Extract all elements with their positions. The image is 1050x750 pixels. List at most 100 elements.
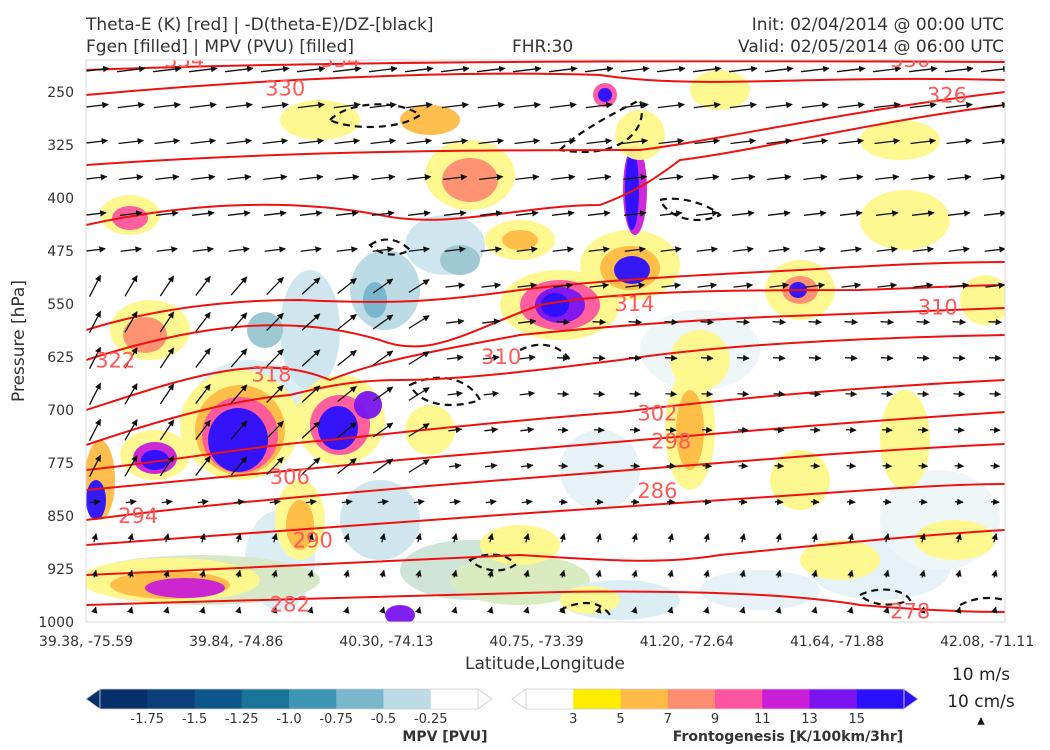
- wind-arrow: [481, 282, 502, 289]
- wind-arrow: [297, 65, 326, 73]
- frontogenesis-region: [541, 293, 569, 317]
- wind-arrow: [731, 210, 755, 217]
- mpv-colorbar-title: MPV [PVU]: [402, 729, 487, 745]
- wind-arrow: [483, 390, 499, 398]
- colorbar-segment: [241, 689, 290, 709]
- wind-arrow: [225, 101, 253, 109]
- wind-arrow: [518, 354, 536, 361]
- wind-arrow: [876, 246, 898, 253]
- wind-arrow: [235, 533, 242, 543]
- wind-arrow: [343, 606, 350, 614]
- colorbar-tick-label: -1.25: [225, 712, 259, 727]
- wind-arrow: [335, 210, 359, 217]
- wind-arrow: [549, 65, 578, 73]
- wind-arrow: [415, 533, 422, 543]
- wind-arrow: [952, 318, 967, 326]
- wind-arrow: [197, 498, 209, 506]
- wind-arrow: [515, 174, 540, 181]
- wind-arrow: [408, 387, 430, 401]
- wind-arrow: [195, 347, 211, 368]
- x-tick-label: 42.08, -71.11: [940, 634, 1034, 650]
- wind-arrow: [441, 101, 469, 109]
- colorbar-tick-label: -0.75: [319, 712, 353, 727]
- wind-arrow: [485, 498, 497, 506]
- wind-arrow: [190, 137, 217, 145]
- wind-arrow: [264, 246, 286, 253]
- theta-e-label: 290: [293, 529, 333, 553]
- wind-arrow: [696, 246, 718, 253]
- mpv-colorbar: -1.75 -1.5 -1.25 -1.0 -0.75 -0.5 -0.25: [85, 688, 493, 727]
- frontogenesis-region: [915, 520, 995, 560]
- wind-arrow: [227, 210, 251, 217]
- y-tick-label: 475: [47, 244, 74, 260]
- wind-arrow: [518, 318, 537, 325]
- wind-arrow: [523, 569, 530, 578]
- colorbar-segment: [336, 689, 384, 709]
- wind-arrow: [552, 246, 574, 253]
- wind-arrow: [955, 569, 962, 578]
- theta-e-line: [86, 307, 1005, 411]
- wind-arrow: [191, 210, 215, 217]
- wind-arrow: [873, 65, 902, 73]
- frontogenesis-colorbar: 3 5 7 9 11 13 15: [511, 688, 919, 727]
- wind-arrow: [343, 533, 350, 543]
- x-axis-label: Latitude,Longitude: [465, 654, 625, 674]
- wind-arrow: [333, 101, 361, 109]
- wind-arrow: [809, 390, 822, 398]
- y-tick-label: 550: [47, 297, 74, 313]
- dtheta-dz-line: [468, 553, 517, 572]
- wind-arrow: [407, 174, 432, 181]
- wind-arrow: [883, 606, 890, 614]
- wind-arrow: [983, 210, 1005, 217]
- wind-arrow: [124, 419, 138, 441]
- wind-arrow: [587, 174, 612, 181]
- colorbar-tick-label: 9: [711, 712, 719, 727]
- y-tick-label: 250: [47, 85, 74, 101]
- wind-arrow: [487, 606, 494, 614]
- wind-arrow: [192, 246, 214, 253]
- wind-arrow: [513, 101, 541, 109]
- dtheta-dz-line: [959, 596, 1005, 606]
- wind-arrow: [739, 533, 746, 543]
- theta-e-line: [86, 411, 1005, 491]
- wind-arrow: [801, 65, 830, 73]
- wind-arrow: [695, 174, 720, 181]
- wind-arrow: [732, 246, 754, 253]
- wind-arrow: [847, 533, 854, 543]
- theta-e-label: 318: [251, 363, 291, 387]
- wind-arrow: [737, 390, 750, 398]
- wind-arrow: [117, 65, 146, 73]
- x-axis-ticks: 39.38, -75.59 39.84, -74.86 40.30, -74.13 4…: [39, 634, 1034, 650]
- wind-arrow: [155, 174, 180, 181]
- wind-arrow: [159, 275, 175, 297]
- mpv-region: [560, 430, 640, 510]
- wind-arrow: [657, 101, 685, 109]
- wind-arrow: [665, 390, 678, 398]
- wind-arrow: [195, 455, 211, 476]
- wind-vectors: [86, 65, 1005, 614]
- wind-arrow: [307, 606, 314, 614]
- frontogenesis-region: [400, 105, 460, 135]
- wind-arrow: [405, 101, 433, 109]
- wind-arrow: [912, 246, 934, 253]
- wind-arrow: [521, 462, 534, 470]
- frontogenesis-region: [880, 390, 930, 490]
- wind-arrow: [947, 210, 971, 217]
- wind-arrow: [371, 210, 395, 217]
- wind-arrow: [953, 390, 966, 398]
- y-tick-label: 775: [47, 456, 74, 472]
- wind-arrow: [377, 498, 389, 506]
- wind-arrow: [408, 315, 430, 329]
- wind-arrow: [623, 210, 647, 217]
- wind-arrow: [629, 390, 642, 398]
- wind-arrow: [772, 354, 786, 362]
- wind-arrow: [693, 101, 721, 109]
- wind-arrow: [919, 606, 926, 614]
- wind-arrow: [124, 383, 138, 405]
- wind-arrow: [803, 174, 828, 181]
- wind-arrow: [622, 137, 649, 145]
- wind-arrow: [407, 210, 431, 217]
- wind-arrow: [947, 174, 972, 181]
- wind-arrow: [199, 606, 206, 614]
- wind-arrow: [189, 65, 218, 73]
